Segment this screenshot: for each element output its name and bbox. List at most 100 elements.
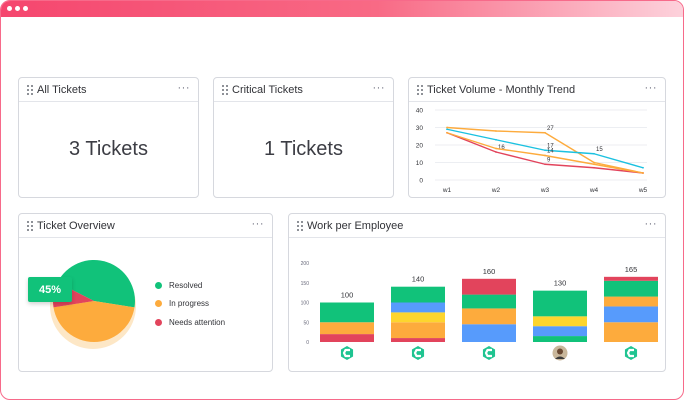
company-logo-icon — [340, 346, 354, 360]
data-label: 14 — [547, 149, 554, 155]
bar-segment — [533, 290, 587, 317]
bar-total-label: 165 — [625, 265, 638, 274]
more-options-icon[interactable]: ··· — [177, 82, 190, 94]
y-tick-label: 200 — [301, 261, 310, 267]
more-options-icon[interactable]: ··· — [644, 82, 657, 94]
data-point — [495, 151, 497, 153]
x-tick-label: w1 — [442, 187, 452, 194]
x-tick-label: w4 — [589, 187, 599, 194]
x-tick-label: w3 — [540, 187, 550, 194]
window-dot-minimize-icon[interactable] — [15, 6, 20, 11]
drag-handle-icon[interactable] — [417, 84, 423, 95]
data-label: 9 — [547, 157, 551, 163]
drag-handle-icon[interactable] — [27, 84, 33, 95]
drag-handle-icon[interactable] — [222, 84, 228, 95]
data-point — [495, 138, 497, 141]
critical-count: 1 Tickets — [264, 138, 343, 160]
bar-segment — [462, 294, 516, 309]
pie-slice-in-progress — [53, 301, 135, 342]
bar-total-label: 160 — [483, 267, 496, 276]
x-tick-label: w2 — [491, 187, 501, 194]
y-tick-label: 0 — [419, 178, 423, 185]
bar-segment — [320, 302, 374, 323]
ticket-count: 3 Tickets — [69, 138, 148, 160]
bar-total-label: 130 — [554, 279, 567, 288]
bar-segment — [391, 286, 445, 303]
logo-mark — [413, 348, 421, 358]
company-logo-icon — [482, 346, 496, 360]
data-label: 27 — [547, 126, 554, 132]
bar-segment — [604, 280, 658, 297]
series-line-2 — [446, 128, 644, 169]
avatar-body — [555, 356, 565, 359]
legend-item-needs-attention: Needs attention — [155, 318, 225, 327]
data-point — [495, 130, 497, 132]
data-point — [544, 149, 546, 152]
bar-segment — [462, 278, 516, 295]
legend-label: In progress — [169, 299, 210, 308]
bar-segment — [604, 306, 658, 323]
card-title: Work per Employee — [307, 219, 404, 232]
avatar-head — [557, 348, 563, 355]
bar-segment — [604, 296, 658, 307]
data-label: 15 — [596, 147, 603, 153]
ticket-volume-line-chart: 0 10 20 30 40 w1 w2 w3 w4 w5 27 17 15 16 9 14 — [416, 108, 648, 195]
bar-segment — [533, 336, 587, 342]
bar-total-label: 100 — [341, 291, 354, 300]
card-header: Ticket Overview ··· — [19, 214, 272, 238]
card-title: Ticket Overview — [37, 219, 115, 232]
y-tick-label: 150 — [301, 281, 310, 287]
bar-segment — [391, 338, 445, 342]
employee-avatar — [552, 345, 568, 361]
legend-item-in-progress: In progress — [155, 299, 209, 308]
data-point — [544, 131, 546, 134]
work-per-employee-card: Work per Employee ··· 0 50 100 150 200 100 140… — [288, 213, 666, 372]
more-options-icon[interactable]: ··· — [372, 82, 385, 94]
data-point — [593, 161, 595, 164]
logo-mark — [342, 348, 350, 358]
legend-label: Resolved — [169, 281, 203, 290]
y-tick-label: 100 — [301, 301, 310, 307]
data-point — [593, 166, 595, 169]
card-title: All Tickets — [37, 83, 87, 96]
card-header: Critical Tickets ··· — [214, 78, 393, 102]
bar-segment — [391, 322, 445, 339]
bar-segment — [533, 326, 587, 337]
card-header: All Tickets ··· — [19, 78, 198, 102]
bar-segment — [320, 322, 374, 335]
legend-item-resolved: Resolved — [155, 281, 202, 290]
bar-segment — [462, 324, 516, 342]
data-point — [593, 152, 595, 155]
ticket-volume-card: Ticket Volume - Monthly Trend ··· 0 10 20 3… — [408, 77, 666, 198]
y-tick-label: 0 — [306, 340, 309, 346]
data-point — [544, 154, 546, 157]
pie-slice-resolved — [57, 260, 135, 308]
bar-segment — [391, 312, 445, 323]
card-header: Work per Employee ··· — [289, 214, 665, 238]
window-dot-close-icon[interactable] — [7, 6, 12, 11]
legend-dot-icon — [155, 300, 162, 307]
card-header: Ticket Volume - Monthly Trend ··· — [409, 78, 665, 102]
logo-hexagon — [411, 346, 425, 360]
card-title: Critical Tickets — [232, 83, 303, 96]
y-tick-label: 30 — [416, 125, 424, 132]
drag-handle-icon[interactable] — [297, 220, 303, 231]
window-titlebar — [1, 1, 683, 17]
data-label: 16 — [498, 145, 505, 151]
x-tick-label: w5 — [638, 187, 648, 194]
logo-mark — [484, 348, 492, 358]
legend-dot-icon — [155, 319, 162, 326]
bar-total-label: 140 — [412, 275, 425, 284]
bar-segment — [604, 276, 658, 281]
data-point — [642, 166, 644, 169]
drag-handle-icon[interactable] — [27, 220, 33, 231]
window-dot-maximize-icon[interactable] — [23, 6, 28, 11]
more-options-icon[interactable]: ··· — [251, 218, 264, 230]
all-tickets-card: All Tickets ··· 3 Tickets — [18, 77, 199, 198]
data-point — [446, 128, 448, 131]
bar-segment — [604, 322, 658, 342]
bar-segment — [391, 302, 445, 313]
critical-tickets-card: Critical Tickets ··· 1 Tickets — [213, 77, 394, 198]
more-options-icon[interactable]: ··· — [644, 218, 657, 230]
